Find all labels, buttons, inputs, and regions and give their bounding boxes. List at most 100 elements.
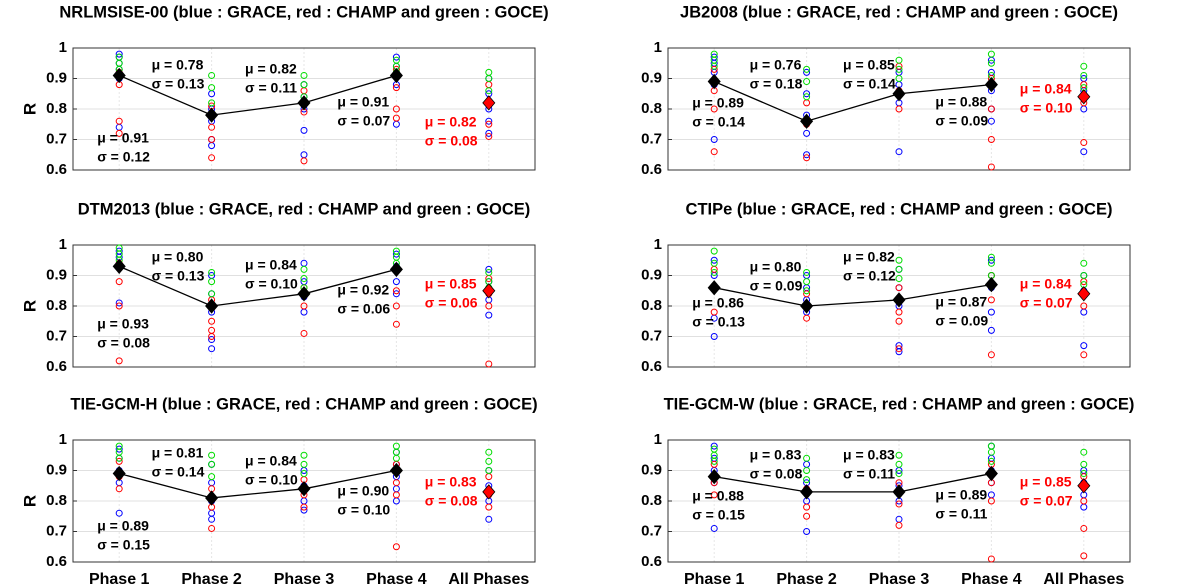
mean-marker — [800, 484, 814, 500]
point — [895, 521, 903, 529]
point — [895, 56, 903, 64]
y-tick-label: 0.9 — [641, 266, 662, 283]
point — [803, 476, 811, 484]
y-tick-label: 0.8 — [641, 100, 662, 117]
point — [987, 50, 995, 58]
mean-label: μ = 0.92 — [337, 282, 389, 298]
y-tick-label: 0.9 — [46, 266, 67, 283]
point — [392, 278, 400, 286]
std-label: σ = 0.14 — [152, 464, 205, 480]
axes-frame — [72, 439, 536, 563]
std-label: σ = 0.10 — [245, 472, 298, 488]
mean-marker — [389, 462, 403, 479]
point — [987, 308, 995, 316]
y-tick-label: 0.6 — [641, 161, 662, 178]
std-label: σ = 0.14 — [692, 114, 745, 130]
std-label: σ = 0.08 — [425, 133, 478, 149]
point — [485, 503, 493, 511]
point — [300, 503, 308, 511]
point — [987, 351, 995, 359]
y-tick-label: 1 — [59, 39, 67, 56]
point — [300, 275, 308, 283]
y-tick-label: 1 — [59, 236, 67, 253]
x-tick-label: Phase 2 — [776, 571, 837, 588]
x-tick-label: Phase 4 — [366, 571, 427, 588]
point — [1080, 351, 1088, 359]
std-label: σ = 0.06 — [425, 295, 478, 311]
std-label: σ = 0.07 — [1020, 493, 1073, 509]
point — [485, 457, 493, 465]
point — [115, 50, 123, 58]
std-label: σ = 0.10 — [1020, 100, 1073, 116]
y-tick-label: 0.6 — [641, 553, 662, 570]
point — [987, 117, 995, 125]
point — [485, 129, 493, 137]
point — [803, 503, 811, 511]
std-label: σ = 0.10 — [245, 276, 298, 292]
point — [803, 314, 811, 322]
panel-title: CTIPe (blue : GRACE, red : CHAMP and gre… — [686, 200, 1113, 218]
point — [115, 454, 123, 462]
point — [485, 268, 493, 276]
point — [803, 129, 811, 137]
point — [208, 84, 216, 92]
point — [208, 136, 216, 143]
point — [392, 302, 400, 310]
x-tick-label: Phase 3 — [869, 571, 930, 588]
point — [895, 275, 903, 283]
mean-label: μ = 0.80 — [152, 249, 204, 265]
point — [987, 457, 995, 465]
std-label: σ = 0.13 — [152, 76, 205, 92]
point — [1080, 524, 1088, 532]
y-tick-label: 0.7 — [641, 327, 662, 344]
x-tick-label: Phase 2 — [181, 571, 242, 588]
mean-marker — [892, 86, 906, 102]
point — [485, 311, 493, 319]
mean-label: μ = 0.90 — [337, 483, 389, 499]
point — [803, 68, 811, 76]
point — [987, 497, 995, 505]
point — [208, 317, 216, 325]
std-label: σ = 0.14 — [843, 76, 896, 92]
panel-title: NRLMSISE-00 (blue : GRACE, red : CHAMP a… — [59, 3, 548, 21]
y-tick-label: 1 — [654, 431, 662, 448]
point — [987, 448, 995, 456]
mean-marker — [984, 465, 998, 482]
point — [803, 154, 811, 162]
point — [895, 75, 903, 82]
point — [1080, 81, 1088, 89]
point — [115, 485, 123, 493]
point — [710, 457, 718, 465]
point — [208, 524, 216, 532]
y-tick-label: 0.9 — [641, 461, 662, 478]
mean-label: μ = 0.83 — [425, 474, 477, 490]
point — [208, 333, 216, 340]
mean-label: μ = 0.84 — [1020, 81, 1072, 97]
point — [392, 320, 400, 328]
mean-line — [714, 284, 992, 307]
point — [208, 71, 216, 79]
point — [803, 78, 811, 86]
point — [1080, 460, 1088, 468]
point — [895, 308, 903, 316]
mean-line — [713, 80, 992, 122]
mean-label: μ = 0.89 — [692, 95, 744, 111]
point — [392, 543, 400, 551]
point — [710, 259, 718, 267]
mean-marker — [892, 484, 906, 500]
mean-label: μ = 0.91 — [337, 94, 389, 110]
point — [300, 265, 308, 273]
point — [485, 467, 493, 474]
point — [803, 290, 811, 298]
point — [392, 84, 400, 92]
std-label: σ = 0.06 — [337, 301, 390, 317]
point — [803, 467, 811, 474]
point — [300, 157, 308, 165]
y-tick-label: 0.9 — [46, 69, 67, 86]
point — [115, 509, 123, 517]
x-tick-label: All Phases — [448, 571, 529, 588]
point — [300, 451, 308, 459]
point — [300, 470, 308, 478]
panel-title: TIE-GCM-H (blue : GRACE, red : CHAMP and… — [70, 395, 537, 413]
point — [208, 268, 216, 276]
